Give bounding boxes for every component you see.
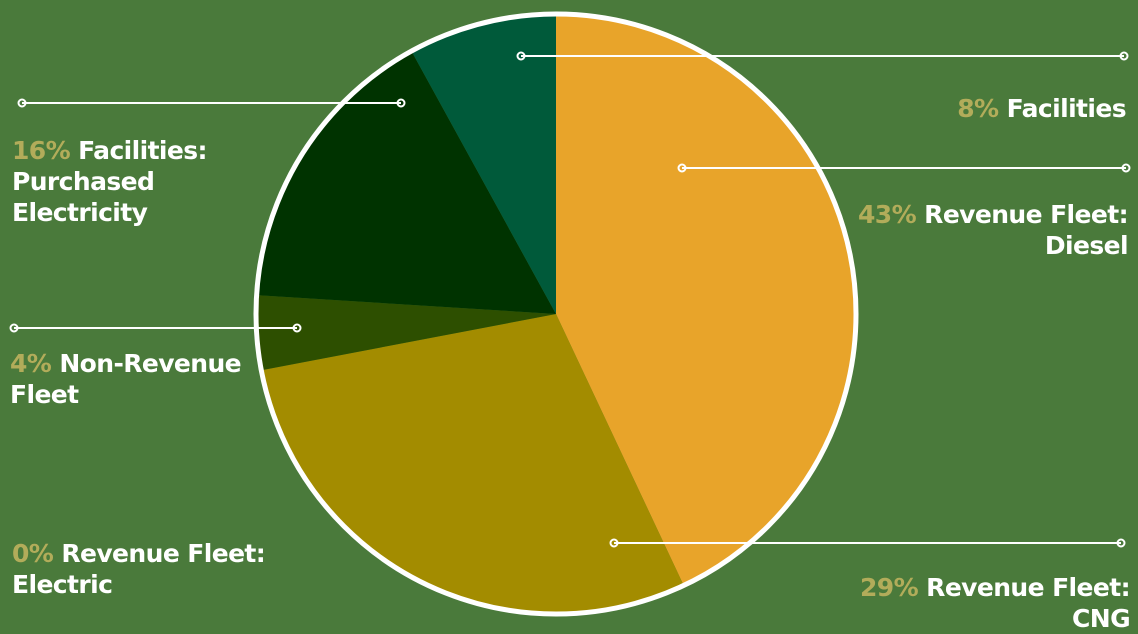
leader-revenue-fleet-cng <box>609 538 1126 548</box>
label-facilities-purchased-electricity: 16% Facilities: Purchased Electricity <box>12 135 208 228</box>
leader-facilities <box>516 51 1129 61</box>
pct-revenue-fleet-electric: 0% <box>12 539 54 568</box>
text-facilities-purchased-electricity: Facilities: Purchased Electricity <box>12 136 208 227</box>
text-revenue-fleet-cng: Revenue Fleet: CNG <box>926 573 1130 633</box>
label-revenue-fleet-cng: 29% Revenue Fleet: CNG <box>860 572 1131 634</box>
slice-facilities <box>411 13 556 314</box>
pie-outline <box>253 11 859 617</box>
leader-non-revenue-fleet <box>9 323 302 333</box>
pct-revenue-fleet-cng: 29% <box>860 573 919 602</box>
text-revenue-fleet-diesel: Revenue Fleet: Diesel <box>924 200 1128 260</box>
slice-revenue-fleet-diesel <box>556 14 856 586</box>
label-revenue-fleet-diesel: 43% Revenue Fleet: Diesel <box>858 199 1129 261</box>
text-facilities: Facilities <box>1006 94 1127 123</box>
label-facilities: 8% Facilities <box>876 93 1126 124</box>
label-revenue-fleet-electric: 0% Revenue Fleet: Electric <box>12 538 282 600</box>
text-non-revenue-fleet: Non-Revenue Fleet <box>10 349 242 409</box>
pct-non-revenue-fleet: 4% <box>10 349 52 378</box>
slice-non-revenue-fleet <box>256 295 556 371</box>
pct-revenue-fleet-diesel: 43% <box>858 200 917 229</box>
label-non-revenue-fleet: 4% Non-Revenue Fleet <box>10 348 260 410</box>
pct-facilities: 8% <box>957 94 999 123</box>
leader-facilities-purchased-electricity <box>17 98 406 108</box>
slice-revenue-fleet-cng <box>261 314 684 614</box>
leader-revenue-fleet-diesel <box>677 163 1131 173</box>
pct-facilities-purchased-electricity: 16% <box>12 136 71 165</box>
text-revenue-fleet-electric: Revenue Fleet: Electric <box>12 539 266 599</box>
